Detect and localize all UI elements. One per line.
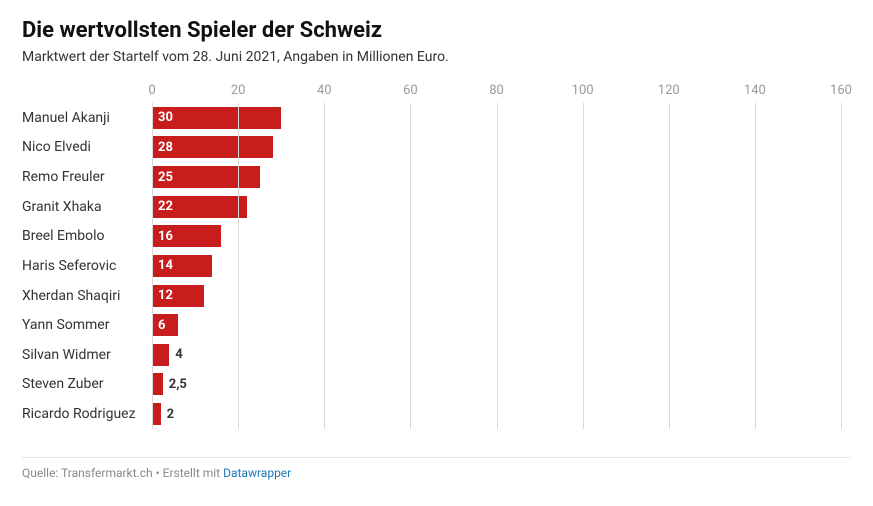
bar: 22 xyxy=(152,196,247,218)
bar-value-label: 2 xyxy=(161,407,174,422)
row-label: Steven Zuber xyxy=(22,376,152,392)
plot-region: Manuel Akanji30Nico Elvedi28Remo Freuler… xyxy=(152,103,841,429)
row-label: Silvan Widmer xyxy=(22,347,152,363)
bar-value-label: 16 xyxy=(158,229,173,244)
gridline xyxy=(841,103,842,429)
row-label: Manuel Akanji xyxy=(22,110,152,126)
gridline xyxy=(669,103,670,429)
row-label: Nico Elvedi xyxy=(22,139,152,155)
x-axis-tick-label: 20 xyxy=(231,83,246,98)
bar-value-label: 6 xyxy=(158,318,165,333)
chart-title: Die wertvollsten Spieler der Schweiz xyxy=(22,18,851,43)
x-axis-tick-label: 160 xyxy=(830,83,852,98)
gridline xyxy=(238,103,239,429)
footer-separator: • xyxy=(153,466,163,480)
bar-value-label: 28 xyxy=(158,140,173,155)
bar-value-label: 22 xyxy=(158,199,173,214)
created-prefix: Erstellt mit xyxy=(163,466,223,480)
gridline xyxy=(410,103,411,429)
gridline xyxy=(583,103,584,429)
gridline xyxy=(324,103,325,429)
bar-value-label: 4 xyxy=(169,347,182,362)
x-axis-tick-label: 0 xyxy=(148,83,155,98)
row-label: Yann Sommer xyxy=(22,317,152,333)
bar: 2 xyxy=(152,403,161,425)
bar: 25 xyxy=(152,166,260,188)
gridline xyxy=(755,103,756,429)
row-label: Granit Xhaka xyxy=(22,199,152,215)
x-axis-tick-label: 40 xyxy=(317,83,332,98)
bar-value-label: 25 xyxy=(158,170,173,185)
chart-area: Manuel Akanji 30 Nico Elvedi 28 Remo Freuler… xyxy=(22,79,851,439)
bar: 2,5 xyxy=(152,373,163,395)
bar-value-label: 2,5 xyxy=(163,377,187,392)
x-axis-tick-label: 120 xyxy=(658,83,680,98)
x-axis-tick-label: 80 xyxy=(489,83,504,98)
datawrapper-link[interactable]: Datawrapper xyxy=(223,466,291,480)
x-axis-tick-label: 60 xyxy=(403,83,418,98)
bar: 30 xyxy=(152,107,281,129)
bar-value-label: 12 xyxy=(158,288,173,303)
bar: 16 xyxy=(152,225,221,247)
bar: 28 xyxy=(152,136,273,158)
bar: 12 xyxy=(152,285,204,307)
gridline xyxy=(152,103,153,429)
x-axis-tick-label: 100 xyxy=(572,83,594,98)
chart-footer: Quelle: Transfermarkt.ch • Erstellt mit … xyxy=(22,457,851,480)
row-label: Remo Freuler xyxy=(22,169,152,185)
gridline xyxy=(497,103,498,429)
row-label: Xherdan Shaqiri xyxy=(22,288,152,304)
row-label: Haris Seferovic xyxy=(22,258,152,274)
row-label: Ricardo Rodriguez xyxy=(22,406,152,422)
bar-value-label: 30 xyxy=(158,110,173,125)
source-text: Quelle: Transfermarkt.ch xyxy=(22,466,153,480)
bar: 14 xyxy=(152,255,212,277)
chart-subtitle: Marktwert der Startelf vom 28. Juni 2021… xyxy=(22,49,851,65)
x-axis-tick-label: 140 xyxy=(744,83,766,98)
bar: 6 xyxy=(152,314,178,336)
bar-value-label: 14 xyxy=(158,258,173,273)
row-label: Breel Embolo xyxy=(22,228,152,244)
bar: 4 xyxy=(152,344,169,366)
